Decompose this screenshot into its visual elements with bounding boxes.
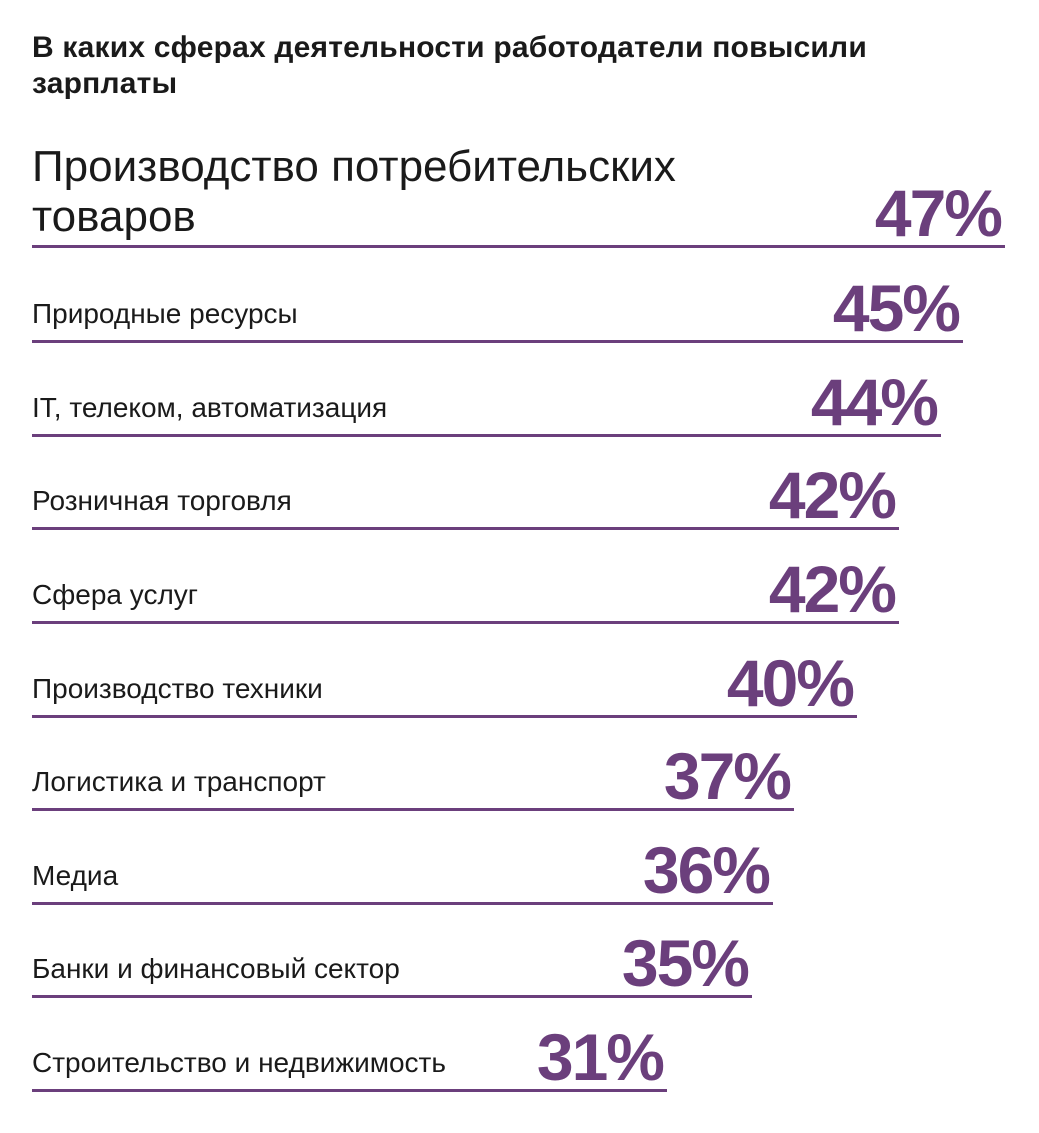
category-label: Строительство и недвижимость <box>32 1047 446 1078</box>
category-label: Производство техники <box>32 673 323 704</box>
bar <box>32 621 899 624</box>
bar-row: Сфера услуг 42% <box>32 544 899 624</box>
value-label: 31% <box>536 1020 665 1094</box>
value-label: 42% <box>768 552 897 626</box>
category-label: Сфера услуг <box>32 579 198 610</box>
value-label: 40% <box>726 646 855 720</box>
bar <box>32 527 899 530</box>
chart-title: В каких сферах деятельности работодатели… <box>32 31 867 100</box>
value-label: 36% <box>642 833 771 907</box>
value-label: 45% <box>832 271 961 345</box>
value-label: 42% <box>768 458 897 532</box>
value-label: 47% <box>874 176 1003 250</box>
bar <box>32 902 773 905</box>
bar <box>32 715 857 718</box>
bar-row: Розничная торговля 42% <box>32 450 899 530</box>
category-label: Розничная торговля <box>32 485 292 516</box>
value-label: 35% <box>621 926 750 1000</box>
bar <box>32 245 1005 248</box>
category-label: Логистика и транспорт <box>32 766 326 797</box>
bar-row: Природные ресурсы 45% <box>32 263 963 343</box>
bar <box>32 434 941 437</box>
bar-row: Строительство и недвижимость 31% <box>32 1012 667 1092</box>
category-label: Банки и финансовый сектор <box>32 953 400 984</box>
bar <box>32 995 752 998</box>
bar <box>32 1089 667 1092</box>
category-label: Производство потребительских товаров <box>32 142 676 241</box>
bar <box>32 340 963 343</box>
category-label: IT, телеком, автоматизация <box>32 392 388 423</box>
bar-row: Банки и финансовый сектор 35% <box>32 918 752 998</box>
value-label: 37% <box>663 739 792 813</box>
category-label: Природные ресурсы <box>32 298 298 329</box>
bar <box>32 808 794 811</box>
bar-row: IT, телеком, автоматизация 44% <box>32 357 941 437</box>
value-label: 44% <box>810 365 939 439</box>
category-label: Медиа <box>32 860 119 891</box>
bar-row: Производство техники 40% <box>32 638 857 718</box>
bar-row: Производство потребительских товаров 47% <box>32 138 1005 248</box>
bar-row: Медиа 36% <box>32 825 773 905</box>
bar-row: Логистика и транспорт 37% <box>32 731 794 811</box>
